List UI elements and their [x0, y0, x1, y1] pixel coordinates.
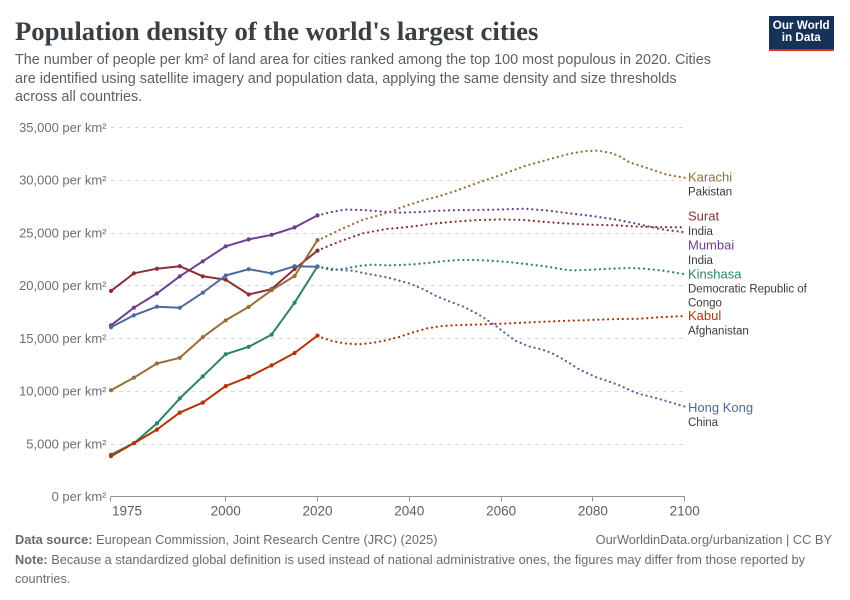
svg-text:1975: 1975	[112, 504, 142, 519]
svg-text:2060: 2060	[486, 504, 516, 519]
svg-text:10,000 per km²: 10,000 per km²	[19, 384, 107, 399]
svg-text:25,000 per km²: 25,000 per km²	[19, 225, 107, 240]
svg-text:2100: 2100	[670, 504, 700, 519]
svg-text:Surat: Surat	[688, 208, 719, 223]
svg-text:0 per km²: 0 per km²	[52, 489, 108, 504]
svg-text:2040: 2040	[394, 504, 424, 519]
svg-text:20,000 per km²: 20,000 per km²	[19, 278, 107, 293]
svg-text:Hong Kong: Hong Kong	[688, 400, 753, 415]
svg-text:5,000 per km²: 5,000 per km²	[26, 436, 107, 451]
svg-text:15,000 per km²: 15,000 per km²	[19, 331, 107, 346]
svg-text:Kabul: Kabul	[688, 308, 721, 323]
svg-text:30,000 per km²: 30,000 per km²	[19, 173, 107, 188]
svg-text:Karachi: Karachi	[688, 169, 732, 184]
svg-text:2000: 2000	[211, 504, 241, 519]
svg-text:China: China	[688, 417, 719, 429]
svg-text:Democratic Republic of: Democratic Republic of	[688, 283, 808, 295]
svg-text:India: India	[688, 226, 714, 238]
svg-text:Pakistan: Pakistan	[688, 186, 732, 198]
svg-text:35,000 per km²: 35,000 per km²	[19, 120, 107, 135]
svg-text:2020: 2020	[302, 504, 332, 519]
svg-text:Congo: Congo	[688, 297, 722, 309]
svg-text:2080: 2080	[578, 504, 608, 519]
svg-text:India: India	[688, 255, 714, 267]
svg-text:Kinshasa: Kinshasa	[688, 266, 742, 281]
svg-text:Mumbai: Mumbai	[688, 237, 734, 252]
svg-text:Afghanistan: Afghanistan	[688, 325, 749, 337]
